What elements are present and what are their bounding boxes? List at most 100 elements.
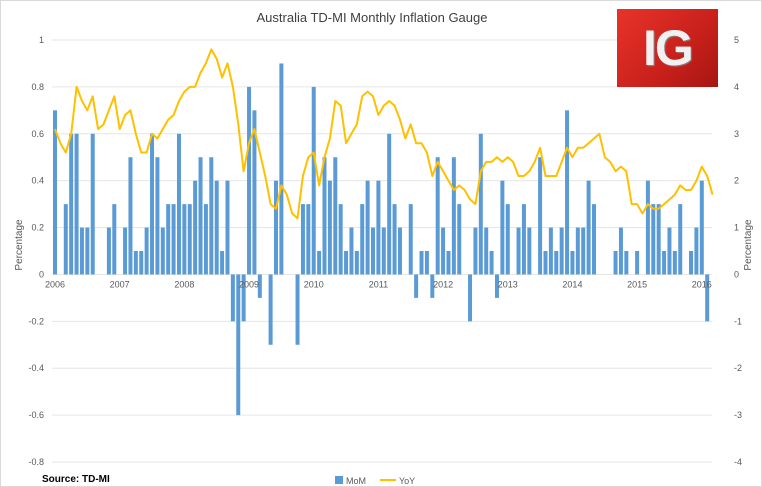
- mom-bar: [613, 251, 618, 275]
- mom-bar: [123, 227, 128, 275]
- mom-bar: [236, 274, 241, 416]
- mom-bar: [333, 157, 338, 275]
- mom-bar: [548, 227, 553, 275]
- mom-bar: [397, 227, 402, 275]
- mom-bar: [241, 274, 246, 322]
- mom-bar: [295, 274, 300, 345]
- mom-bar: [451, 157, 456, 275]
- mom-bar: [193, 180, 198, 275]
- mom-bar: [171, 204, 176, 275]
- mom-bar: [430, 274, 435, 298]
- mom-bar: [705, 274, 710, 322]
- mom-bar: [484, 227, 489, 275]
- y-left-tick-label: -0.4: [28, 363, 44, 373]
- mom-bar: [90, 133, 95, 275]
- x-tick-label: 2015: [627, 279, 647, 289]
- mom-bar: [554, 251, 559, 275]
- mom-bar: [521, 204, 526, 275]
- y-axis-left-label: Percentage: [14, 219, 25, 271]
- mom-bar: [408, 204, 413, 275]
- x-tick-label: 2009: [239, 279, 259, 289]
- mom-bar: [570, 251, 575, 275]
- mom-bar: [268, 274, 273, 345]
- mom-bar: [651, 204, 656, 275]
- mom-bar: [155, 157, 160, 275]
- y-left-tick-label: -0.8: [28, 457, 44, 467]
- mom-bar: [344, 251, 349, 275]
- mom-bar: [338, 204, 343, 275]
- x-axis: 2006 2007 2008 2009 2010 2011 2012 2013 2014 2015…: [45, 279, 712, 289]
- mom-bar: [457, 204, 462, 275]
- mom-bar: [473, 227, 478, 275]
- y-left-tick-label: 0.2: [31, 223, 44, 233]
- mom-bar: [247, 86, 252, 275]
- y-right-tick-label: -2: [734, 363, 742, 373]
- mom-bar: [225, 180, 230, 275]
- x-tick-label: 2008: [174, 279, 194, 289]
- y-left-tick-label: 0.6: [31, 129, 44, 139]
- mom-bar: [273, 180, 278, 275]
- y-right-tick-label: 2: [734, 176, 739, 186]
- mom-bar: [317, 251, 322, 275]
- y-axis-right: 5 4 3 2 1 0 -1 -2 -3 -4: [734, 35, 742, 467]
- x-tick-label: 2006: [45, 279, 65, 289]
- mom-bar: [387, 133, 392, 275]
- mom-bar: [327, 180, 332, 275]
- mom-bar: [494, 274, 499, 298]
- mom-bar: [360, 204, 365, 275]
- mom-bar: [160, 227, 165, 275]
- y-axis-right-label: Percentage: [743, 219, 754, 271]
- mom-bar: [441, 227, 446, 275]
- mom-bar: [645, 180, 650, 275]
- mom-bar: [489, 251, 494, 275]
- mom-bar: [311, 86, 316, 275]
- mom-bar: [618, 227, 623, 275]
- mom-bar: [63, 204, 68, 275]
- mom-bar: [85, 227, 90, 275]
- mom-bar: [527, 227, 532, 275]
- x-tick-label: 2014: [562, 279, 582, 289]
- mom-bar: [446, 251, 451, 275]
- mom-bar: [182, 204, 187, 275]
- y-right-tick-label: 5: [734, 35, 739, 45]
- mom-bar: [689, 251, 694, 275]
- mom-bar: [306, 204, 311, 275]
- mom-bar: [198, 157, 203, 275]
- mom-bar: [559, 227, 564, 275]
- y-right-tick-label: -4: [734, 457, 742, 467]
- mom-bar: [252, 110, 257, 275]
- mom-bar: [214, 180, 219, 275]
- mom-bar: [74, 133, 79, 275]
- x-tick-label: 2013: [498, 279, 518, 289]
- mom-bar: [516, 227, 521, 275]
- mom-bar: [678, 204, 683, 275]
- mom-bar: [371, 227, 376, 275]
- mom-bar: [468, 274, 473, 322]
- mom-bar: [624, 251, 629, 275]
- legend-mom-swatch: [335, 476, 343, 484]
- mom-bar: [419, 251, 424, 275]
- x-tick-label: 2010: [304, 279, 324, 289]
- y-left-tick-label: -0.2: [28, 316, 44, 326]
- y-axis-left: 1 0.8 0.6 0.4 0.2 0 -0.2 -0.4 -0.6 -0.8: [28, 35, 44, 467]
- mom-bar: [376, 180, 381, 275]
- x-tick-label: 2016: [692, 279, 712, 289]
- y-right-tick-label: 1: [734, 223, 739, 233]
- mom-bar: [79, 227, 84, 275]
- mom-bar: [575, 227, 580, 275]
- mom-bar: [667, 227, 672, 275]
- mom-bar: [538, 157, 543, 275]
- y-left-tick-label: 0: [39, 269, 44, 279]
- ig-logo-text: IG: [643, 20, 694, 76]
- mom-bar: [672, 251, 677, 275]
- mom-bar: [230, 274, 235, 322]
- mom-bar: [176, 133, 181, 275]
- mom-bar: [322, 157, 327, 275]
- legend-yoy-label: YoY: [399, 476, 415, 486]
- y-left-tick-label: 1: [39, 35, 44, 45]
- mom-bar: [354, 251, 359, 275]
- mom-bar: [128, 157, 133, 275]
- yoy-line-group: [54, 48, 714, 220]
- source-note: Source: TD-MI: [42, 474, 110, 485]
